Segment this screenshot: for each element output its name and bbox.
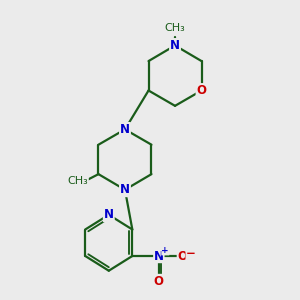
Text: N: N: [120, 123, 130, 136]
Text: +: +: [161, 246, 169, 255]
Text: CH₃: CH₃: [68, 176, 88, 186]
Text: O: O: [154, 274, 164, 287]
Text: N: N: [170, 39, 180, 52]
Text: O: O: [177, 250, 188, 262]
Text: −: −: [186, 247, 196, 260]
Text: N: N: [104, 208, 114, 221]
Text: N: N: [120, 183, 130, 196]
Text: O: O: [196, 84, 206, 97]
Text: CH₃: CH₃: [165, 23, 185, 33]
Text: N: N: [154, 250, 164, 262]
